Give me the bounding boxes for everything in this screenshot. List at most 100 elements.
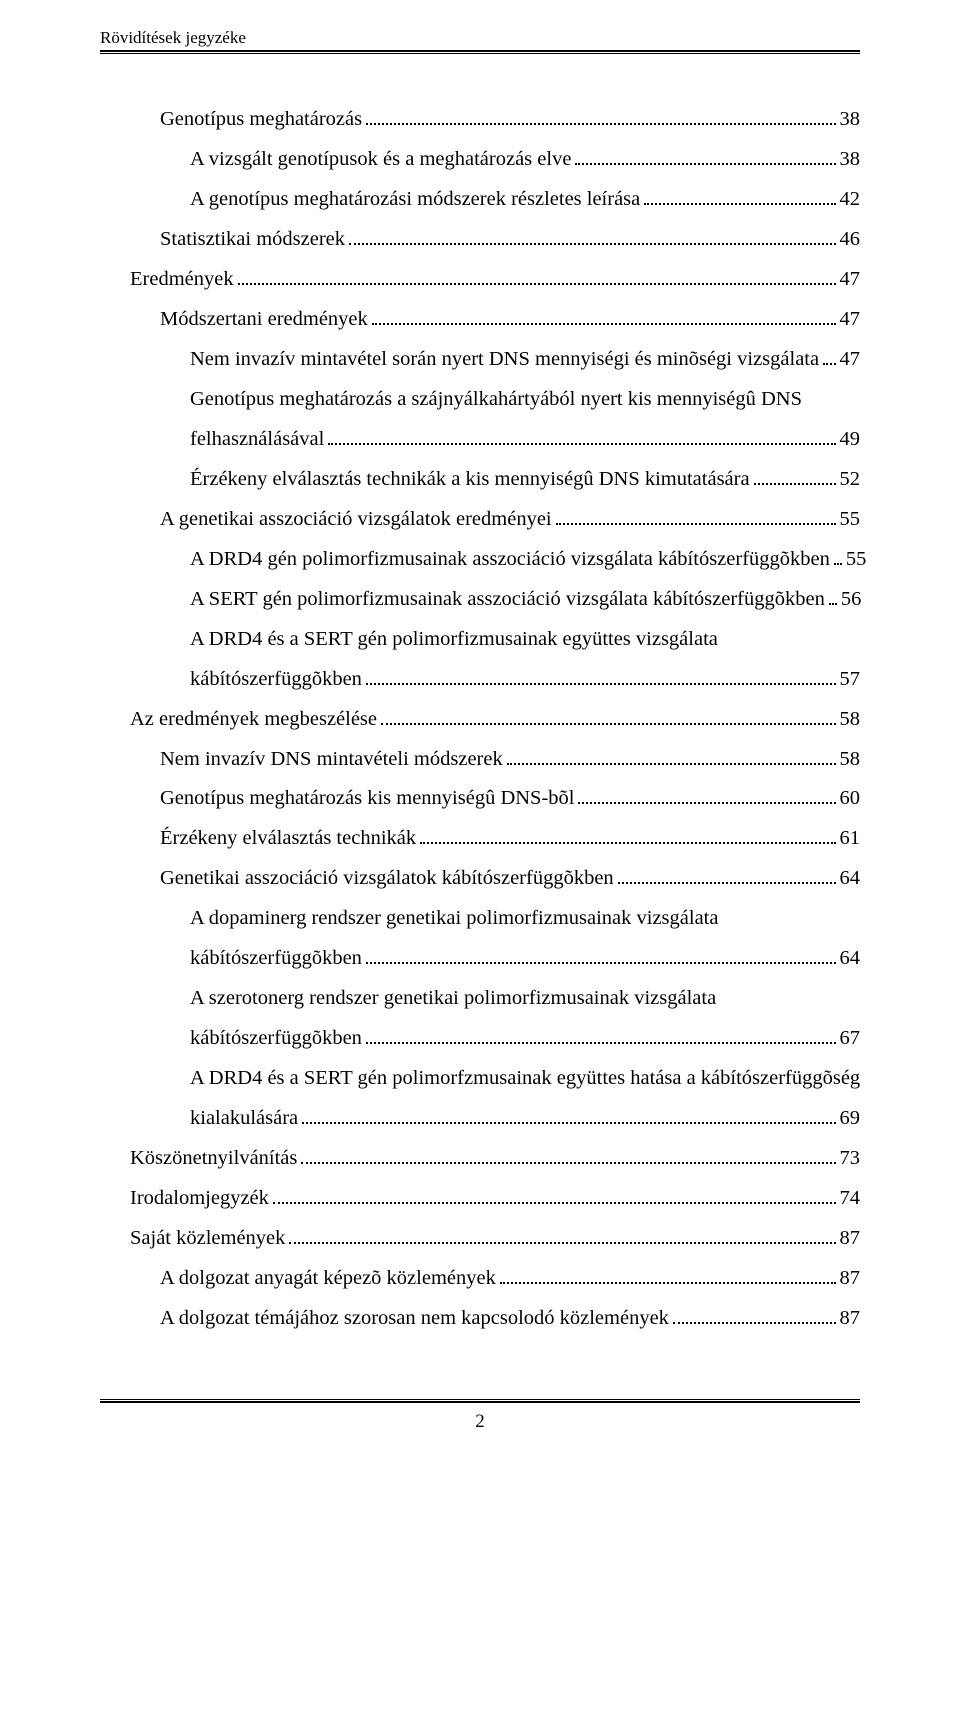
toc-entry: Módszertani eredmények 47 — [100, 300, 860, 340]
page-number-text: 2 — [475, 1411, 485, 1432]
toc-entry-label: A dopaminerg rendszer genetikai polimorf… — [190, 899, 718, 939]
toc-leader-dots — [834, 549, 842, 564]
toc-entry-label: A szerotonerg rendszer genetikai polimor… — [190, 979, 716, 1019]
toc-leader-dots — [644, 190, 835, 205]
toc-entry-label: Statisztikai módszerek — [160, 220, 345, 260]
header-rule-thick — [100, 50, 860, 52]
toc-entry-page: 60 — [840, 779, 861, 819]
toc-entry: Irodalomjegyzék 74 — [100, 1179, 860, 1219]
toc-entry-label: Érzékeny elválasztás technikák — [160, 819, 416, 859]
toc-leader-dots — [366, 1029, 836, 1044]
toc-entry-page: 74 — [840, 1179, 861, 1219]
toc-entry-page: 47 — [840, 260, 861, 300]
toc-leader-dots — [754, 469, 836, 484]
toc-entry-label: kábítószerfüggõkben — [190, 1019, 362, 1059]
toc-entry: Köszönetnyilvánítás 73 — [100, 1139, 860, 1179]
toc-entry-label: kialakulására — [190, 1099, 298, 1139]
toc-entry-page: 87 — [840, 1219, 861, 1259]
toc-leader-dots — [302, 1109, 835, 1124]
footer-rule-thick — [100, 1401, 860, 1403]
toc-entry-page: 64 — [840, 939, 861, 979]
toc-entry-page: 38 — [840, 140, 861, 180]
toc-entry-label: Módszertani eredmények — [160, 300, 368, 340]
toc-entry-page: 87 — [840, 1299, 861, 1339]
toc-entry: A DRD4 és a SERT gén polimorfzmusainak e… — [100, 1059, 860, 1099]
toc-leader-dots — [556, 509, 836, 524]
toc-leader-dots — [381, 709, 835, 724]
toc-leader-dots — [366, 949, 836, 964]
toc-entry-page: 58 — [840, 700, 861, 740]
toc-entry: kialakulására 69 — [100, 1099, 860, 1139]
toc-entry: A dolgozat témájához szorosan nem kapcso… — [100, 1299, 860, 1339]
toc-entry-page: 56 — [841, 580, 862, 620]
toc-entry-label: Nem invazív DNS mintavételi módszerek — [160, 740, 503, 780]
toc-entry: Genotípus meghatározás kis mennyiségû DN… — [100, 779, 860, 819]
footer-rule-thin — [100, 1399, 860, 1400]
toc-leader-dots — [349, 230, 835, 245]
toc-entry-label: Érzékeny elválasztás technikák a kis men… — [190, 460, 750, 500]
toc-leader-dots — [301, 1149, 835, 1164]
running-header-text: Rövidítések jegyzéke — [100, 28, 246, 47]
toc-entry: A genotípus meghatározási módszerek rész… — [100, 180, 860, 220]
toc-entry-page: 55 — [840, 500, 861, 540]
toc-leader-dots — [500, 1269, 836, 1284]
toc-entry-label: A DRD4 gén polimorfizmusainak asszociáci… — [190, 540, 830, 580]
toc-entry: Érzékeny elválasztás technikák 61 — [100, 819, 860, 859]
toc-entry-label: Genetikai asszociáció vizsgálatok kábító… — [160, 859, 614, 899]
toc-entry: Az eredmények megbeszélése 58 — [100, 700, 860, 740]
toc-entry: Genotípus meghatározás a szájnyálkahárty… — [100, 380, 860, 420]
toc-entry-label: Genotípus meghatározás a szájnyálkahárty… — [190, 380, 802, 420]
toc-leader-dots — [618, 869, 836, 884]
toc-entry-label: Irodalomjegyzék — [130, 1179, 269, 1219]
toc-entry: kábítószerfüggõkben 57 — [100, 660, 860, 700]
toc-entry: A dolgozat anyagát képezõ közlemények87 — [100, 1259, 860, 1299]
toc-leader-dots — [575, 150, 835, 165]
toc-entry-page: 52 — [840, 460, 861, 500]
toc-entry-label: A genetikai asszociáció vizsgálatok ered… — [160, 500, 552, 540]
toc-entry-page: 47 — [840, 300, 861, 340]
toc-leader-dots — [238, 270, 836, 285]
toc-entry: A szerotonerg rendszer genetikai polimor… — [100, 979, 860, 1019]
toc-entry-page: 73 — [840, 1139, 861, 1179]
toc-leader-dots — [507, 749, 836, 764]
toc-entry-page: 42 — [840, 180, 861, 220]
toc-leader-dots — [823, 349, 835, 364]
toc-entry-label: A DRD4 és a SERT gén polimorfizmusainak … — [190, 620, 718, 660]
toc-entry-label: Az eredmények megbeszélése — [130, 700, 377, 740]
toc-leader-dots — [578, 789, 835, 804]
toc-entry-page: 57 — [840, 660, 861, 700]
toc-entry-label: felhasználásával — [190, 420, 324, 460]
toc-leader-dots — [328, 429, 835, 444]
toc-entry-label: Köszönetnyilvánítás — [130, 1139, 297, 1179]
toc-entry-page: 49 — [840, 420, 861, 460]
toc-leader-dots — [366, 669, 836, 684]
running-header: Rövidítések jegyzéke — [100, 28, 860, 48]
toc-entry: Nem invazív mintavétel során nyert DNS m… — [100, 340, 860, 380]
toc-leader-dots — [366, 110, 835, 125]
header-rule-thin — [100, 53, 860, 54]
toc-entry-page: 61 — [840, 819, 861, 859]
toc-entry-label: kábítószerfüggõkben — [190, 660, 362, 700]
toc-entry-page: 69 — [840, 1099, 861, 1139]
toc-entry: A genetikai asszociáció vizsgálatok ered… — [100, 500, 860, 540]
toc-entry-label: Eredmények — [130, 260, 234, 300]
toc-entry: Nem invazív DNS mintavételi módszerek 58 — [100, 740, 860, 780]
toc-entry-page: 46 — [840, 220, 861, 260]
toc-leader-dots — [289, 1229, 835, 1244]
toc-entry-page: 58 — [840, 740, 861, 780]
toc-leader-dots — [372, 309, 836, 324]
toc-leader-dots — [273, 1189, 836, 1204]
toc-entry-page: 38 — [840, 100, 861, 140]
toc-entry: A DRD4 és a SERT gén polimorfizmusainak … — [100, 620, 860, 660]
toc-entry: Saját közlemények 87 — [100, 1219, 860, 1259]
toc-leader-dots — [829, 589, 837, 604]
toc-entry-page: 64 — [840, 859, 861, 899]
toc-entry-label: Saját közlemények — [130, 1219, 285, 1259]
toc-entry-page: 55 — [846, 540, 867, 580]
toc-entry-label: kábítószerfüggõkben — [190, 939, 362, 979]
toc-entry-page: 67 — [840, 1019, 861, 1059]
toc-entry-label: A dolgozat anyagát képezõ közlemények — [160, 1259, 496, 1299]
toc-entry: A DRD4 gén polimorfizmusainak asszociáci… — [100, 540, 860, 580]
toc-entry-label: A vizsgált genotípusok és a meghatározás… — [190, 140, 571, 180]
toc-leader-dots — [420, 829, 835, 844]
